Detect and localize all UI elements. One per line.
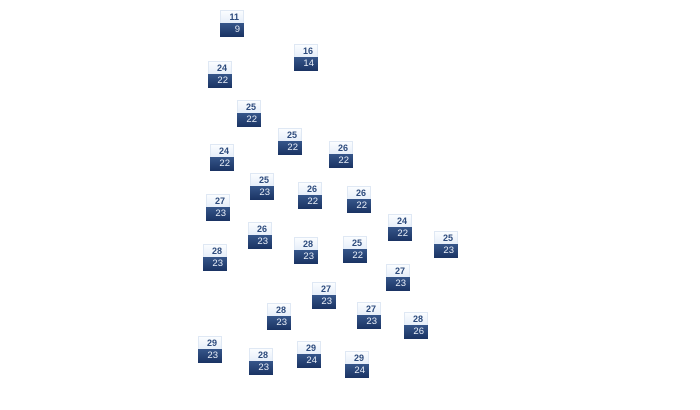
temperature-marker[interactable]: 27 23 [386,264,410,291]
low-temperature: 23 [312,295,336,309]
high-temperature: 27 [206,194,230,207]
temperature-marker[interactable]: 28 23 [249,348,273,375]
temperature-marker[interactable]: 16 14 [294,44,318,71]
high-temperature: 26 [329,141,353,154]
high-temperature: 24 [208,61,232,74]
low-temperature: 23 [249,361,273,375]
temperature-marker[interactable]: 27 23 [357,302,381,329]
temperature-marker[interactable]: 26 22 [347,186,371,213]
temperature-marker[interactable]: 27 23 [312,282,336,309]
high-temperature: 29 [345,351,369,364]
high-temperature: 26 [347,186,371,199]
temperature-marker[interactable]: 26 23 [248,222,272,249]
low-temperature: 23 [198,349,222,363]
low-temperature: 24 [297,354,321,368]
temperature-marker[interactable]: 28 23 [294,237,318,264]
high-temperature: 28 [203,244,227,257]
high-temperature: 29 [198,336,222,349]
temperature-marker[interactable]: 24 22 [210,144,234,171]
low-temperature: 9 [220,23,244,37]
temperature-marker[interactable]: 24 22 [208,61,232,88]
low-temperature: 22 [298,195,322,209]
high-temperature: 16 [294,44,318,57]
high-temperature: 28 [249,348,273,361]
high-temperature: 28 [267,303,291,316]
temperature-marker[interactable]: 25 23 [250,173,274,200]
temperature-marker[interactable]: 29 24 [297,341,321,368]
low-temperature: 26 [404,325,428,339]
low-temperature: 23 [386,277,410,291]
temperature-marker[interactable]: 25 22 [237,100,261,127]
low-temperature: 23 [267,316,291,330]
temperature-marker[interactable]: 25 22 [343,236,367,263]
high-temperature: 27 [386,264,410,277]
temperature-marker[interactable]: 29 24 [345,351,369,378]
high-temperature: 25 [343,236,367,249]
low-temperature: 23 [206,207,230,221]
low-temperature: 22 [237,113,261,127]
low-temperature: 23 [294,250,318,264]
temperature-marker[interactable]: 25 22 [278,128,302,155]
high-temperature: 25 [250,173,274,186]
high-temperature: 24 [210,144,234,157]
temperature-marker[interactable]: 11 9 [220,10,244,37]
temperature-marker[interactable]: 27 23 [206,194,230,221]
temperature-marker[interactable]: 26 22 [329,141,353,168]
temperature-marker[interactable]: 28 23 [267,303,291,330]
temperature-marker[interactable]: 28 23 [203,244,227,271]
high-temperature: 27 [357,302,381,315]
low-temperature: 14 [294,57,318,71]
low-temperature: 23 [250,186,274,200]
low-temperature: 22 [278,141,302,155]
high-temperature: 29 [297,341,321,354]
low-temperature: 23 [248,235,272,249]
low-temperature: 22 [343,249,367,263]
temperature-marker[interactable]: 25 23 [434,231,458,258]
high-temperature: 27 [312,282,336,295]
temperature-marker[interactable]: 26 22 [298,182,322,209]
low-temperature: 23 [434,244,458,258]
high-temperature: 26 [298,182,322,195]
high-temperature: 28 [404,312,428,325]
temperature-marker[interactable]: 28 26 [404,312,428,339]
high-temperature: 24 [388,214,412,227]
low-temperature: 22 [347,199,371,213]
low-temperature: 22 [388,227,412,241]
high-temperature: 11 [220,10,244,23]
low-temperature: 23 [357,315,381,329]
low-temperature: 23 [203,257,227,271]
low-temperature: 24 [345,364,369,378]
high-temperature: 25 [434,231,458,244]
low-temperature: 22 [208,74,232,88]
high-temperature: 25 [237,100,261,113]
high-temperature: 25 [278,128,302,141]
low-temperature: 22 [210,157,234,171]
high-temperature: 28 [294,237,318,250]
temperature-marker[interactable]: 24 22 [388,214,412,241]
high-temperature: 26 [248,222,272,235]
temperature-marker[interactable]: 29 23 [198,336,222,363]
low-temperature: 22 [329,154,353,168]
